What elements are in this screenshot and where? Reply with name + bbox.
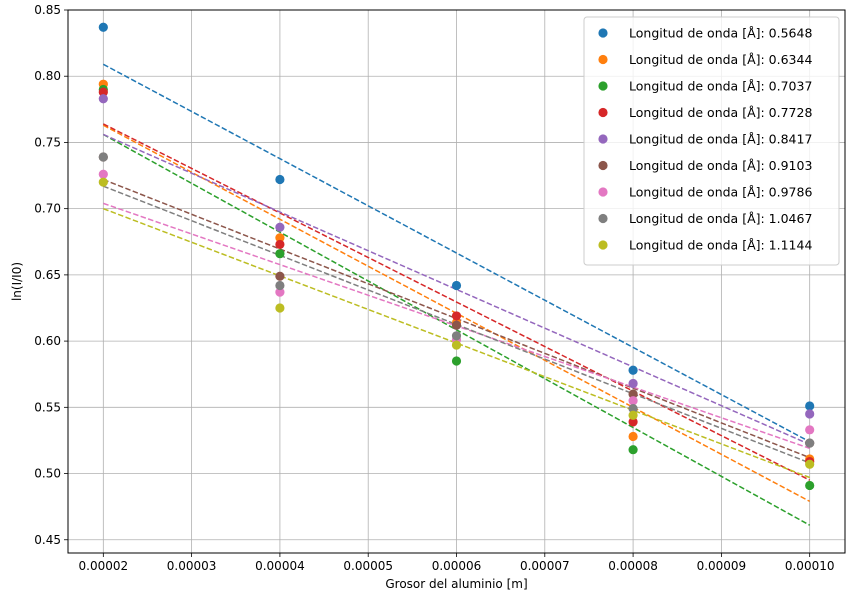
data-point	[805, 425, 815, 435]
fit-line	[103, 133, 810, 446]
legend-marker	[598, 213, 608, 224]
data-point	[275, 239, 285, 250]
data-point	[275, 249, 285, 259]
y-tick-label: 0.65	[34, 268, 61, 282]
y-tick-label: 0.50	[34, 467, 61, 481]
y-tick-label: 0.45	[34, 533, 61, 547]
legend-label: Longitud de onda [Å]: 0.9786	[629, 185, 812, 200]
x-tick-label: 0.00009	[697, 559, 747, 573]
x-ticks: 0.00002 0.00003 0.00004 0.00005 0.00006 0.000…	[79, 553, 835, 573]
x-tick-label: 0.00010	[785, 559, 835, 573]
data-point	[451, 311, 462, 321]
data-point	[98, 177, 108, 187]
fit-line	[102, 123, 811, 481]
legend-label: Longitud de onda [Å]: 0.8417	[629, 132, 812, 147]
x-axis-label: Grosor del aluminio [m]	[385, 577, 527, 591]
data-point	[628, 431, 638, 442]
x-tick-label: 0.00002	[79, 559, 129, 573]
y-tick-label: 0.60	[34, 334, 61, 348]
x-tick-label: 0.00005	[343, 559, 393, 573]
legend-label: Longitud de onda [Å]: 0.5648	[629, 26, 812, 41]
legend-label: Longitud de onda [Å]: 1.0467	[629, 211, 812, 226]
data-point	[275, 303, 285, 313]
data-point	[98, 94, 108, 104]
data-point	[628, 404, 638, 414]
data-point	[451, 340, 462, 350]
data-point	[275, 174, 285, 185]
y-ticks: 0.45 0.50 0.55 0.60 0.65 0.70 0.75 0.80 0.85	[34, 3, 68, 547]
data-point	[628, 396, 638, 406]
legend-marker	[598, 134, 608, 144]
legend-marker	[598, 187, 608, 197]
data-point	[628, 410, 638, 420]
data-point	[451, 280, 462, 291]
data-point	[451, 331, 462, 341]
data-point	[98, 169, 108, 179]
data-point	[805, 438, 815, 448]
data-points	[98, 22, 815, 491]
data-point	[628, 389, 638, 399]
data-point	[98, 152, 108, 162]
data-point	[451, 320, 462, 330]
data-point	[275, 287, 285, 297]
fit-line	[102, 63, 811, 443]
data-point	[275, 280, 285, 291]
legend-label: Longitud de onda [Å]: 0.7037	[629, 79, 812, 94]
x-tick-label: 0.00004	[255, 559, 305, 573]
legend-label: Longitud de onda [Å]: 1.1144	[629, 238, 812, 253]
legend-marker	[598, 81, 608, 91]
legend-label: Longitud de onda [Å]: 0.6344	[629, 52, 812, 67]
x-tick-label: 0.00008	[608, 559, 658, 573]
y-tick-label: 0.80	[34, 69, 61, 83]
data-point	[628, 445, 638, 455]
y-tick-label: 0.75	[34, 135, 61, 149]
data-point	[805, 480, 815, 491]
data-point	[805, 401, 815, 411]
legend: Longitud de onda [Å]: 0.5648 Longitud de …	[583, 16, 840, 266]
data-point	[275, 233, 285, 243]
data-point	[628, 378, 638, 389]
x-tick-label: 0.00003	[167, 559, 217, 573]
legend-marker	[598, 160, 608, 171]
legend-marker	[598, 28, 608, 38]
y-tick-label: 0.70	[34, 202, 61, 216]
data-point	[805, 409, 815, 419]
fit-line	[102, 133, 811, 526]
data-point	[275, 222, 285, 232]
legend-marker	[598, 107, 608, 118]
data-point	[98, 87, 108, 97]
y-tick-label: 0.55	[34, 400, 61, 414]
y-tick-label: 0.85	[34, 3, 61, 17]
data-point	[451, 356, 462, 366]
legend-label: Longitud de onda [Å]: 0.7728	[629, 105, 812, 120]
data-point	[628, 365, 638, 375]
data-point	[275, 271, 285, 281]
x-tick-label: 0.00006	[432, 559, 482, 573]
data-point	[628, 417, 638, 427]
data-point	[98, 22, 108, 32]
data-point	[805, 459, 815, 469]
y-axis-label: ln(I/I0)	[10, 262, 24, 301]
legend-marker	[598, 240, 608, 250]
legend-label: Longitud de onda [Å]: 0.9103	[629, 158, 812, 173]
x-tick-label: 0.00007	[520, 559, 570, 573]
legend-box	[583, 16, 840, 266]
legend-marker	[598, 54, 608, 65]
